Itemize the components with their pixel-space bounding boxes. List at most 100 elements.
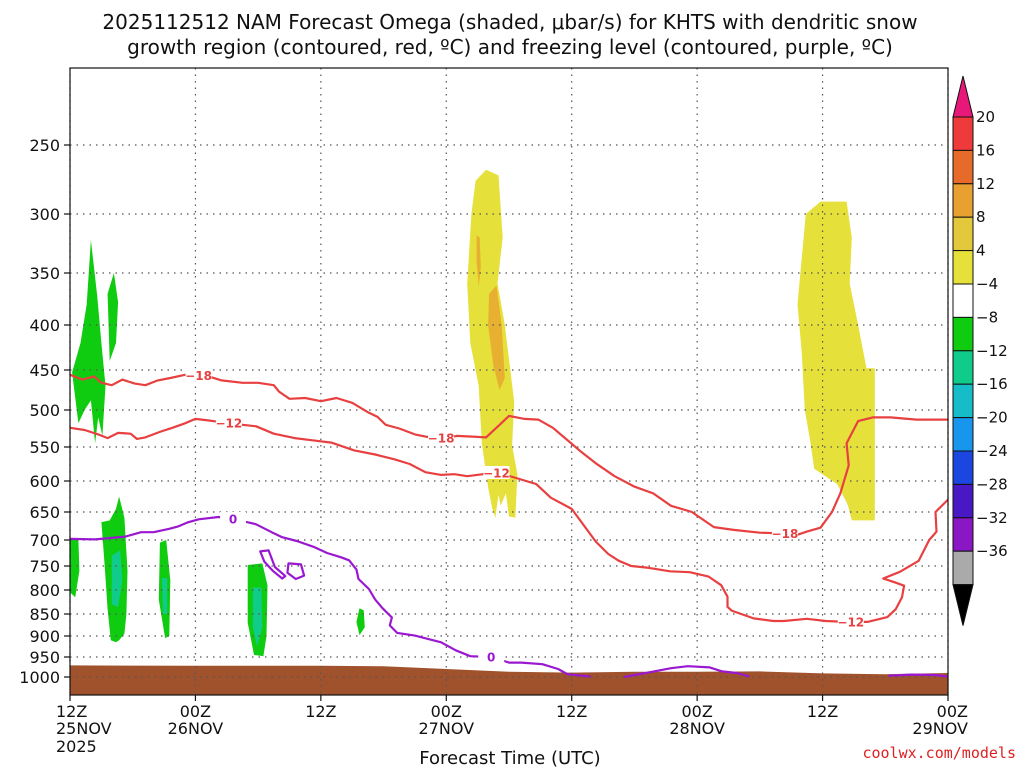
x-axis-label: Forecast Time (UTC) [419,748,600,768]
contour-label-bg-freezing-level-0 [220,512,247,525]
colorbar-swatch-7 [952,350,974,385]
omega-region-13 [797,201,875,521]
x-tick-label-48: 12Z [556,702,587,721]
y-tick-label-350: 350 [29,264,60,283]
contour-label-dgz-minus-12-0: −12 [215,417,242,431]
y-tick-label-250: 250 [29,136,60,155]
x-tick-label-0: 12Z [56,702,87,721]
x-tick-date-0: 25NOV [56,719,112,738]
x-tick-date-36: 27NOV [418,719,474,738]
colorbar-swatch-0 [952,116,974,151]
x-tick-label-36: 00Z [431,702,462,721]
contour-label-bg-dgz-minus-12-2 [837,614,864,628]
colorbar-swatch-10 [952,450,974,485]
y-tick-label-950: 950 [29,648,60,667]
contour-label-dgz-minus-12-2: −12 [837,615,864,629]
omega-region-0 [72,240,106,444]
x-tick-year-0: 2025 [56,737,97,756]
omega-region-1 [107,273,119,361]
colorbar-label-13: −36 [976,542,1008,560]
contour-freezing-level-2 [623,665,750,679]
omega-region-4 [111,550,123,607]
colorbar-label-3: 8 [976,208,986,226]
y-axis-ticks: 250 300 350 400 450 500 550 600 650 700 750 800 850 9… [19,136,70,687]
contour-label-bg-dgz-minus-18-1 [428,430,455,444]
y-tick-label-400: 400 [29,316,60,335]
plot-frame [69,67,949,696]
colorbar-swatch-9 [952,417,974,452]
contour-label-bg-dgz-minus-18-0 [185,368,212,382]
terrain-fill [70,665,948,695]
contour-label-bg-dgz-minus-12-1 [483,466,510,480]
chart-title-line-2: growth region (contoured, red, ºC) and f… [127,35,893,59]
contour-freezing-loop-b [286,562,306,581]
y-tick-label-450: 450 [29,361,60,380]
omega-region-2 [70,540,80,598]
contour-label-dgz-minus-18-2: −18 [772,527,799,541]
contour-dgz-minus-12 [69,417,949,624]
x-tick-label-24: 12Z [305,702,336,721]
y-tick-label-500: 500 [29,401,60,420]
colorbar-swatch-8 [952,383,974,419]
y-tick-label-800: 800 [29,581,60,600]
colorbar-swatch-2 [952,183,974,218]
omega-region-8 [252,587,263,647]
colorbar-swatch-6 [952,316,974,352]
colorbar-top-cap [952,75,974,118]
colorbar-swatch-4 [952,250,974,285]
y-tick-label-700: 700 [29,531,60,550]
contour-label-bg-freezing-level-1 [478,649,505,663]
colorbar-bottom-cap [952,584,974,626]
x-tick-label-84: 00Z [937,702,968,721]
colorbar-label-5: −4 [976,275,998,293]
colorbar-label-2: 12 [976,175,995,193]
contour-label-freezing-level-0: 0 [229,513,237,527]
colorbar-label-4: 4 [976,242,986,260]
colorbar-swatch-3 [952,216,974,252]
colorbar-label-12: −32 [976,509,1008,527]
contour-label-dgz-minus-18-1: −18 [428,431,455,445]
colorbar-swatch-13 [952,550,974,586]
x-tick-label-72: 12Z [807,702,838,721]
omega-region-12 [488,285,505,390]
contour-labels: −18 −18 −18 −12 −12 −12 0 0 [185,368,864,664]
colorbar-label-7: −12 [976,342,1008,360]
colorbar-label-8: −16 [976,375,1008,393]
colorbar-label-9: −20 [976,409,1008,427]
chart-title-line-1: 2025112512 NAM Forecast Omega (shaded, μ… [102,10,917,34]
credit-text: coolwx.com/models [862,744,1016,762]
x-tick-date-60: 28NOV [669,719,725,738]
contour-freezing-level-3 [888,673,949,678]
colorbar-swatch-5 [952,283,974,318]
x-tick-label-60: 00Z [681,702,712,721]
y-tick-label-850: 850 [29,605,60,624]
terrain-polygon [70,665,948,695]
y-tick-label-300: 300 [29,205,60,224]
colorbar-label-11: −28 [976,475,1008,493]
x-tick-label-12: 00Z [180,702,211,721]
omega-region-11 [476,235,481,287]
omega-region-6 [162,578,168,614]
contour-freezing-loop-a [259,549,287,580]
contour-label-dgz-minus-12-1: −12 [483,467,510,481]
y-tick-label-650: 650 [29,503,60,522]
y-tick-label-1000: 1000 [19,668,60,687]
x-tick-date-84: 29NOV [912,719,968,738]
contour-label-bg-dgz-minus-12-0 [215,416,242,430]
contour-freezing-level [69,515,591,678]
omega-shading [70,169,875,657]
y-tick-label-550: 550 [29,438,60,457]
y-tick-label-600: 600 [29,472,60,491]
omega-region-9 [356,608,365,636]
colorbar: 20 16 12 8 4 −4 −8 −12 −16 −20 −24 −28 −32 −36 [952,75,1008,626]
contour-label-bg-dgz-minus-18-2 [771,526,798,540]
y-tick-label-750: 750 [29,557,60,576]
contour-label-freezing-level-1: 0 [487,650,495,664]
colorbar-swatch-1 [952,149,974,185]
colorbar-label-1: 16 [976,141,995,159]
colorbar-swatch-11 [952,483,974,519]
colorbar-label-0: 20 [976,108,995,126]
x-tick-date-12: 26NOV [168,719,224,738]
